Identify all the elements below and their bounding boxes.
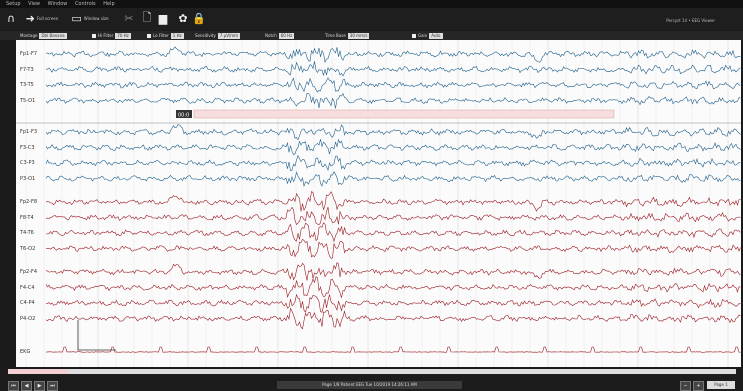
channel-label: T4-T6 <box>20 230 34 236</box>
menu-window[interactable]: Window <box>47 1 68 7</box>
hi-filter-checkbox[interactable] <box>92 33 96 38</box>
event-tag <box>176 110 192 118</box>
last-page-button[interactable]: ⏭ <box>47 381 58 391</box>
trace-fp1-f7 <box>45 46 741 64</box>
trace-fp2-f4 <box>45 262 741 281</box>
parameter-bar: Montage Dbl Banana Hi Filter 70 Hz Lo Filt… <box>0 31 743 40</box>
trace-t5-o1 <box>45 92 741 109</box>
channel-label: T3-T5 <box>20 82 34 88</box>
channel-label: P3-O1 <box>20 175 36 182</box>
zoom-in-button[interactable]: + <box>693 381 704 391</box>
gain-checkbox[interactable] <box>412 33 416 38</box>
channel-label: Fp2-F4 <box>20 269 38 275</box>
headphones-icon[interactable]: ∩ <box>6 12 16 25</box>
version-text: Persyst 14 • EEG Viewer <box>666 18 715 23</box>
trace-fp1-f3 <box>45 124 741 141</box>
param-hi-filter[interactable]: Hi Filter 70 Hz <box>90 31 131 40</box>
trace-f8-t4 <box>45 206 741 226</box>
trace-p3-o1 <box>45 171 741 188</box>
event-marker-label: 00:0 <box>178 113 189 119</box>
trace-f7-t3 <box>45 61 741 77</box>
montage-button[interactable]: ➜ Full screen <box>25 12 59 25</box>
channel-label: P4-O2 <box>20 315 36 322</box>
channel-label: Fp1-F3 <box>20 129 38 135</box>
eeg-traces: 00:0 <box>16 40 741 367</box>
menu-bar: Setup View Window Controls Help <box>0 0 743 8</box>
param-gain[interactable]: Gain Auto <box>410 31 443 40</box>
param-sensitivity[interactable]: Sensitivity 7 µV/mm <box>195 32 241 39</box>
channel-label: C4-P4 <box>20 300 35 306</box>
page-box[interactable]: Page 1 <box>707 381 735 389</box>
channel-label: Fp1-F7 <box>20 51 38 57</box>
param-lo-filter[interactable]: Lo Filter 1 Hz <box>145 31 184 40</box>
channel-label: C3-P3 <box>20 160 35 166</box>
trace-f3-c3 <box>45 138 741 156</box>
menu-view[interactable]: View <box>28 1 41 7</box>
channel-label: T6-O2 <box>20 245 36 252</box>
event-band <box>193 109 615 119</box>
bottom-bar: ⏮ ◀ ▶ ⏭ Page 1/8 Patient EEG Tue 10/2019… <box>0 367 743 391</box>
param-time-base[interactable]: Time Base 30 mm/s <box>325 32 370 39</box>
channel-label: EKG <box>20 349 31 355</box>
view-button[interactable]: ▭ Window size <box>71 12 109 25</box>
trace-c4-p4 <box>45 293 741 313</box>
calibration-bar <box>77 320 116 351</box>
settings-icon[interactable]: ✿ <box>178 12 188 25</box>
time-scrollbar[interactable] <box>8 369 736 374</box>
first-page-button[interactable]: ⏮ <box>8 381 19 391</box>
trace-ekg <box>45 346 741 353</box>
channel-label: F4-C4 <box>20 284 35 291</box>
zoom-out-button[interactable]: − <box>680 381 691 391</box>
channel-label: T5-O1 <box>20 97 36 104</box>
channel-label: F8-T4 <box>20 214 34 221</box>
lo-filter-checkbox[interactable] <box>147 33 151 38</box>
trace-t4-t6 <box>45 222 741 243</box>
new-file-icon[interactable]: 🗋 <box>142 11 152 24</box>
lock-icon[interactable]: 🔒 <box>192 12 206 25</box>
status-text: Page 1/8 Patient EEG Tue 10/2019 14:26:1… <box>277 381 462 389</box>
param-notch[interactable]: Notch 60 Hz <box>265 32 295 39</box>
param-montage[interactable]: Montage Dbl Banana <box>20 32 67 39</box>
toolbar: ∩ ➜ Full screen ▭ Window size ✂ 🗋 ▆ ✿ 🔒 Pe… <box>0 8 743 30</box>
channel-label: Fp2-F8 <box>20 199 38 205</box>
trace-t3-t5 <box>45 77 741 93</box>
channel-label: F3-C3 <box>20 144 35 151</box>
menu-controls[interactable]: Controls <box>74 1 96 7</box>
prev-page-button[interactable]: ◀ <box>21 381 32 391</box>
next-page-button[interactable]: ▶ <box>34 381 45 391</box>
menu-help[interactable]: Help <box>103 1 115 7</box>
trace-c3-p3 <box>45 154 741 172</box>
folder-icon[interactable]: ▆ <box>158 12 168 25</box>
channel-labels: Fp1-F7 F7-T3 T3-T5 T5-O1 Fp1-F3 F3-C3 C3-P3 P3-… <box>0 40 46 367</box>
cut-icon[interactable]: ✂ <box>124 12 134 25</box>
trace-fp2-f8 <box>45 190 741 212</box>
menu-setup[interactable]: Setup <box>6 1 21 7</box>
trace-f4-c4 <box>45 276 741 298</box>
scrollbar-thumb[interactable] <box>8 369 68 374</box>
channel-label: F7-T3 <box>20 66 34 73</box>
eeg-trace-area[interactable]: 00:0 <box>16 40 741 367</box>
trace-t6-o2 <box>45 238 741 259</box>
trace-p4-o2 <box>45 307 741 330</box>
